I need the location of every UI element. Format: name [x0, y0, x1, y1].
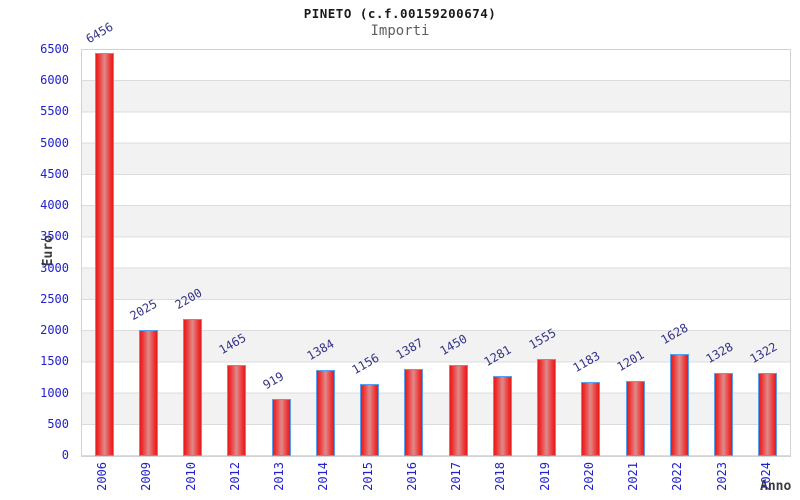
bar-2022	[669, 354, 689, 456]
bar-2014	[315, 369, 335, 456]
x-tick-label: 2015	[360, 462, 375, 491]
y-tick-label: 4500	[40, 166, 69, 181]
x-tick-label: 2020	[581, 462, 596, 491]
bar-2009	[138, 329, 158, 456]
y-tick-label: 6000	[40, 73, 69, 88]
y-tick-label: 6500	[40, 42, 69, 56]
bar-2013	[271, 398, 291, 456]
x-tick-label: 2010	[183, 462, 198, 491]
x-tick-label: 2024	[758, 462, 773, 491]
bar-2019	[537, 358, 557, 456]
x-tick-label: 2021	[626, 462, 641, 491]
x-tick-label: 2017	[449, 462, 464, 491]
bar-2018	[492, 376, 512, 456]
bar-2020	[581, 382, 601, 456]
bar-2016	[404, 369, 424, 456]
x-tick-label: 2018	[493, 462, 508, 491]
bar-2010	[183, 318, 203, 456]
y-tick-label: 2000	[40, 323, 69, 338]
x-tick-label: 2019	[537, 462, 552, 491]
x-tick-label: 2013	[272, 462, 287, 491]
y-tick-label: 3000	[40, 260, 69, 275]
x-axis-title: Anno	[760, 479, 792, 494]
chart-title: PINETO (c.f.00159200674)	[303, 6, 497, 21]
y-tick-label: 3500	[40, 229, 69, 244]
bar-2024	[758, 373, 778, 456]
x-tick-label: 2023	[714, 462, 729, 491]
bar-2021	[625, 380, 645, 456]
y-tick-label: 5000	[40, 135, 69, 150]
y-tick-label: 1000	[40, 385, 69, 400]
y-tick-label: 5500	[40, 104, 69, 119]
bar-2012	[227, 364, 247, 456]
x-tick-label: 2009	[139, 462, 154, 491]
bar-2006	[94, 52, 114, 456]
bar-2017	[448, 365, 468, 456]
y-tick-label: 0	[61, 448, 69, 462]
bar-2015	[360, 383, 380, 456]
x-tick-label: 2016	[404, 462, 419, 491]
y-tick-label: 1500	[40, 354, 69, 369]
y-tick-label: 4000	[40, 198, 69, 213]
bar-2023	[714, 373, 734, 456]
plot-area	[81, 49, 791, 457]
x-tick-label: 2022	[670, 462, 685, 491]
chart-subtitle: Importi	[370, 23, 430, 39]
x-tick-label: 2006	[95, 462, 110, 491]
x-tick-label: 2012	[227, 462, 242, 491]
y-tick-label: 2500	[40, 291, 69, 306]
x-tick-label: 2014	[316, 462, 331, 491]
y-tick-label: 500	[47, 416, 69, 431]
